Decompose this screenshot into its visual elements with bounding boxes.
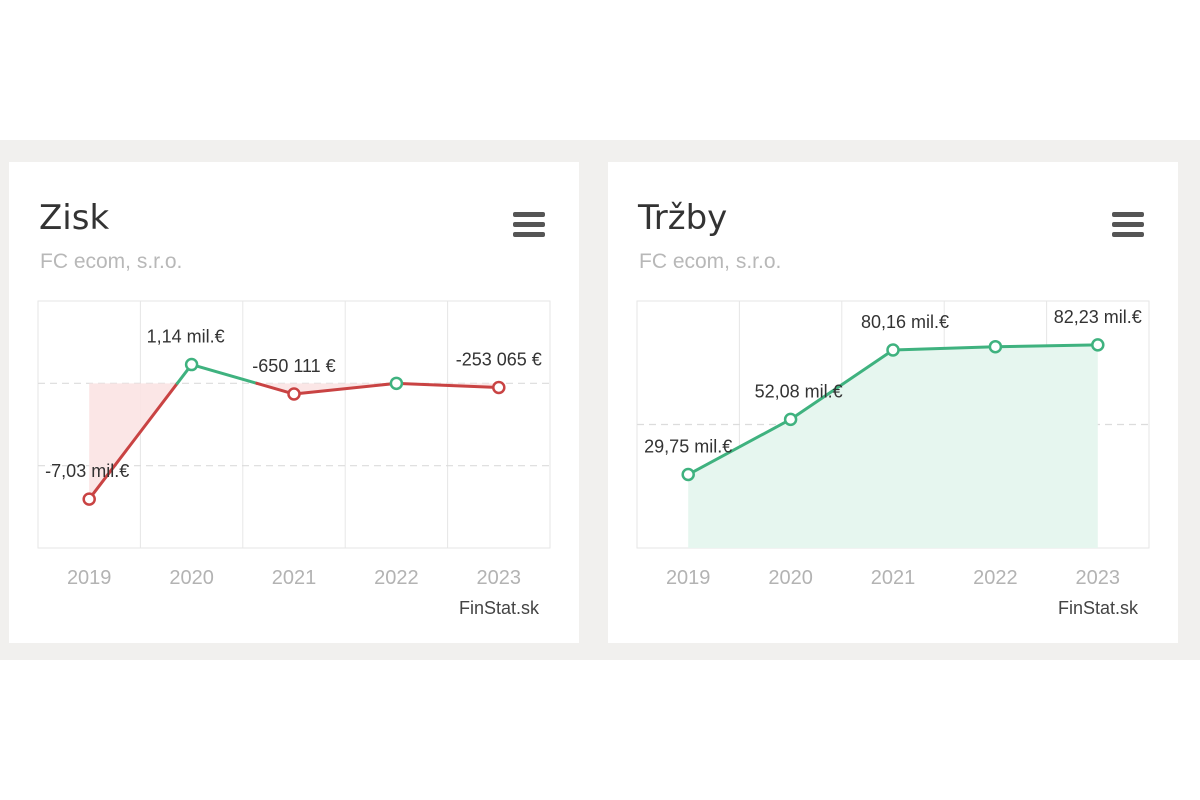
series-line <box>394 381 501 390</box>
revenue-chart: 29,75 mil.€ 52,08 mil.€ 80,16 mil.€ 82,23 m… <box>636 300 1150 589</box>
x-tick-label: 2023 <box>1076 567 1121 589</box>
chart-title: Tržby <box>638 198 728 238</box>
plot-frame <box>37 300 551 549</box>
data-label: 1,14 mil.€ <box>147 327 225 347</box>
series-line <box>993 343 1100 349</box>
series-line <box>190 363 259 385</box>
data-point <box>389 376 404 391</box>
data-label: -7,03 mil.€ <box>45 461 129 481</box>
profit-chart: -7,03 mil.€ 1,14 mil.€ -650 111 € -253 065 … <box>37 300 551 589</box>
source-credit[interactable]: FinStat.sk <box>1057 598 1138 618</box>
data-label: 29,75 mil.€ <box>644 437 732 457</box>
data-point <box>492 380 506 395</box>
x-tick-label: 2020 <box>768 567 813 589</box>
data-point <box>287 387 301 401</box>
company-name: FC ecom, s.r.o. <box>40 250 183 273</box>
data-label: 80,16 mil.€ <box>861 312 949 332</box>
x-tick-label: 2022 <box>973 567 1018 589</box>
profit-chart-card: Zisk FC ecom, s.r.o. -7,03 mil.€ 1,14 mil… <box>9 162 579 643</box>
series-line <box>891 345 997 352</box>
source-credit[interactable]: FinStat.sk <box>458 598 539 618</box>
x-tick-label: 2021 <box>871 567 916 589</box>
x-tick-label: 2021 <box>272 567 317 589</box>
chart-title: Zisk <box>39 198 110 238</box>
x-tick-label: 2022 <box>374 567 419 589</box>
hamburger-menu-icon[interactable] <box>1112 212 1144 238</box>
data-point <box>886 343 900 357</box>
data-point <box>1091 338 1105 352</box>
hamburger-menu-icon[interactable] <box>513 212 545 238</box>
data-point <box>184 357 199 372</box>
revenue-chart-card: Tržby FC ecom, s.r.o. 29,75 mil.€ 52,08 m… <box>608 162 1178 643</box>
data-label: -253 065 € <box>456 350 542 370</box>
data-label: 82,23 mil.€ <box>1054 307 1142 327</box>
x-tick-label: 2019 <box>67 567 112 589</box>
x-tick-label: 2019 <box>666 567 711 589</box>
company-name: FC ecom, s.r.o. <box>639 250 782 273</box>
data-point <box>681 467 695 482</box>
x-tick-label: 2023 <box>477 567 522 589</box>
data-point <box>783 412 798 427</box>
data-label: -650 111 € <box>252 356 335 376</box>
area-fill <box>688 344 1098 548</box>
data-point <box>988 339 1003 354</box>
x-tick-label: 2020 <box>169 567 214 589</box>
series-line <box>292 381 398 396</box>
series-line <box>686 417 793 477</box>
data-point <box>82 492 96 506</box>
data-label: 52,08 mil.€ <box>755 381 843 401</box>
series-line <box>789 348 895 421</box>
series-line <box>87 381 179 501</box>
